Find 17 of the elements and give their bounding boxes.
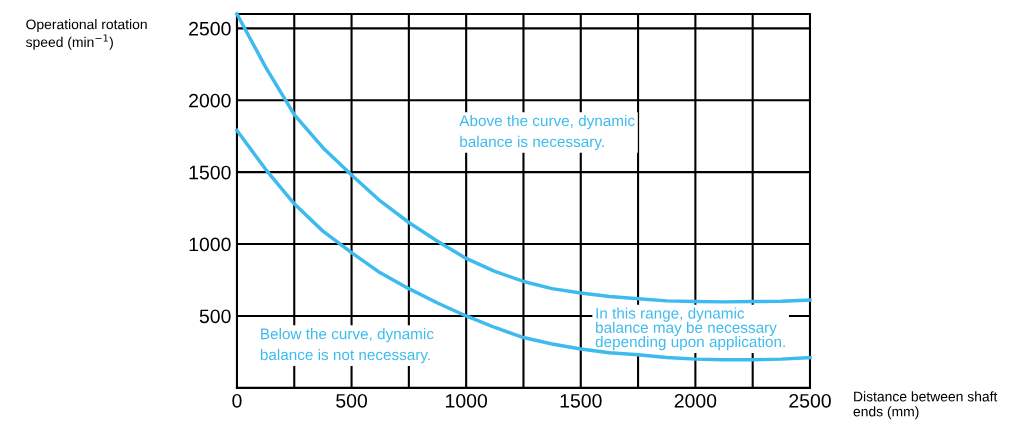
annotation: Below the curve, dynamic balance is not necessary. [260, 328, 434, 364]
y-tick-label: 2500 [189, 21, 231, 36]
line-series [235, 128, 812, 362]
x-tick-label: 0 [232, 393, 242, 408]
x-tick-label: 1500 [560, 393, 602, 408]
y-tick-label: 2000 [189, 93, 231, 108]
x-axis-title: Distance between shaft ends (mm) [853, 391, 998, 420]
y-tick-label: 1500 [189, 165, 231, 180]
y-tick-label: 500 [199, 309, 231, 324]
y-axis-title: Operational rotation speed (min$^{−1}$) [25, 19, 147, 50]
annotation: In this range, dynamic balance may be necessary depending upon application. [595, 307, 785, 351]
annotation: Above the curve, dynamic balance is necessary. [459, 114, 635, 151]
x-tick-label: 1000 [446, 393, 488, 408]
x-tick-label: 2500 [789, 393, 831, 408]
x-tick-label: 500 [336, 393, 368, 408]
x-tick-label: 2000 [674, 393, 717, 408]
y-tick-label: 1000 [189, 237, 231, 252]
